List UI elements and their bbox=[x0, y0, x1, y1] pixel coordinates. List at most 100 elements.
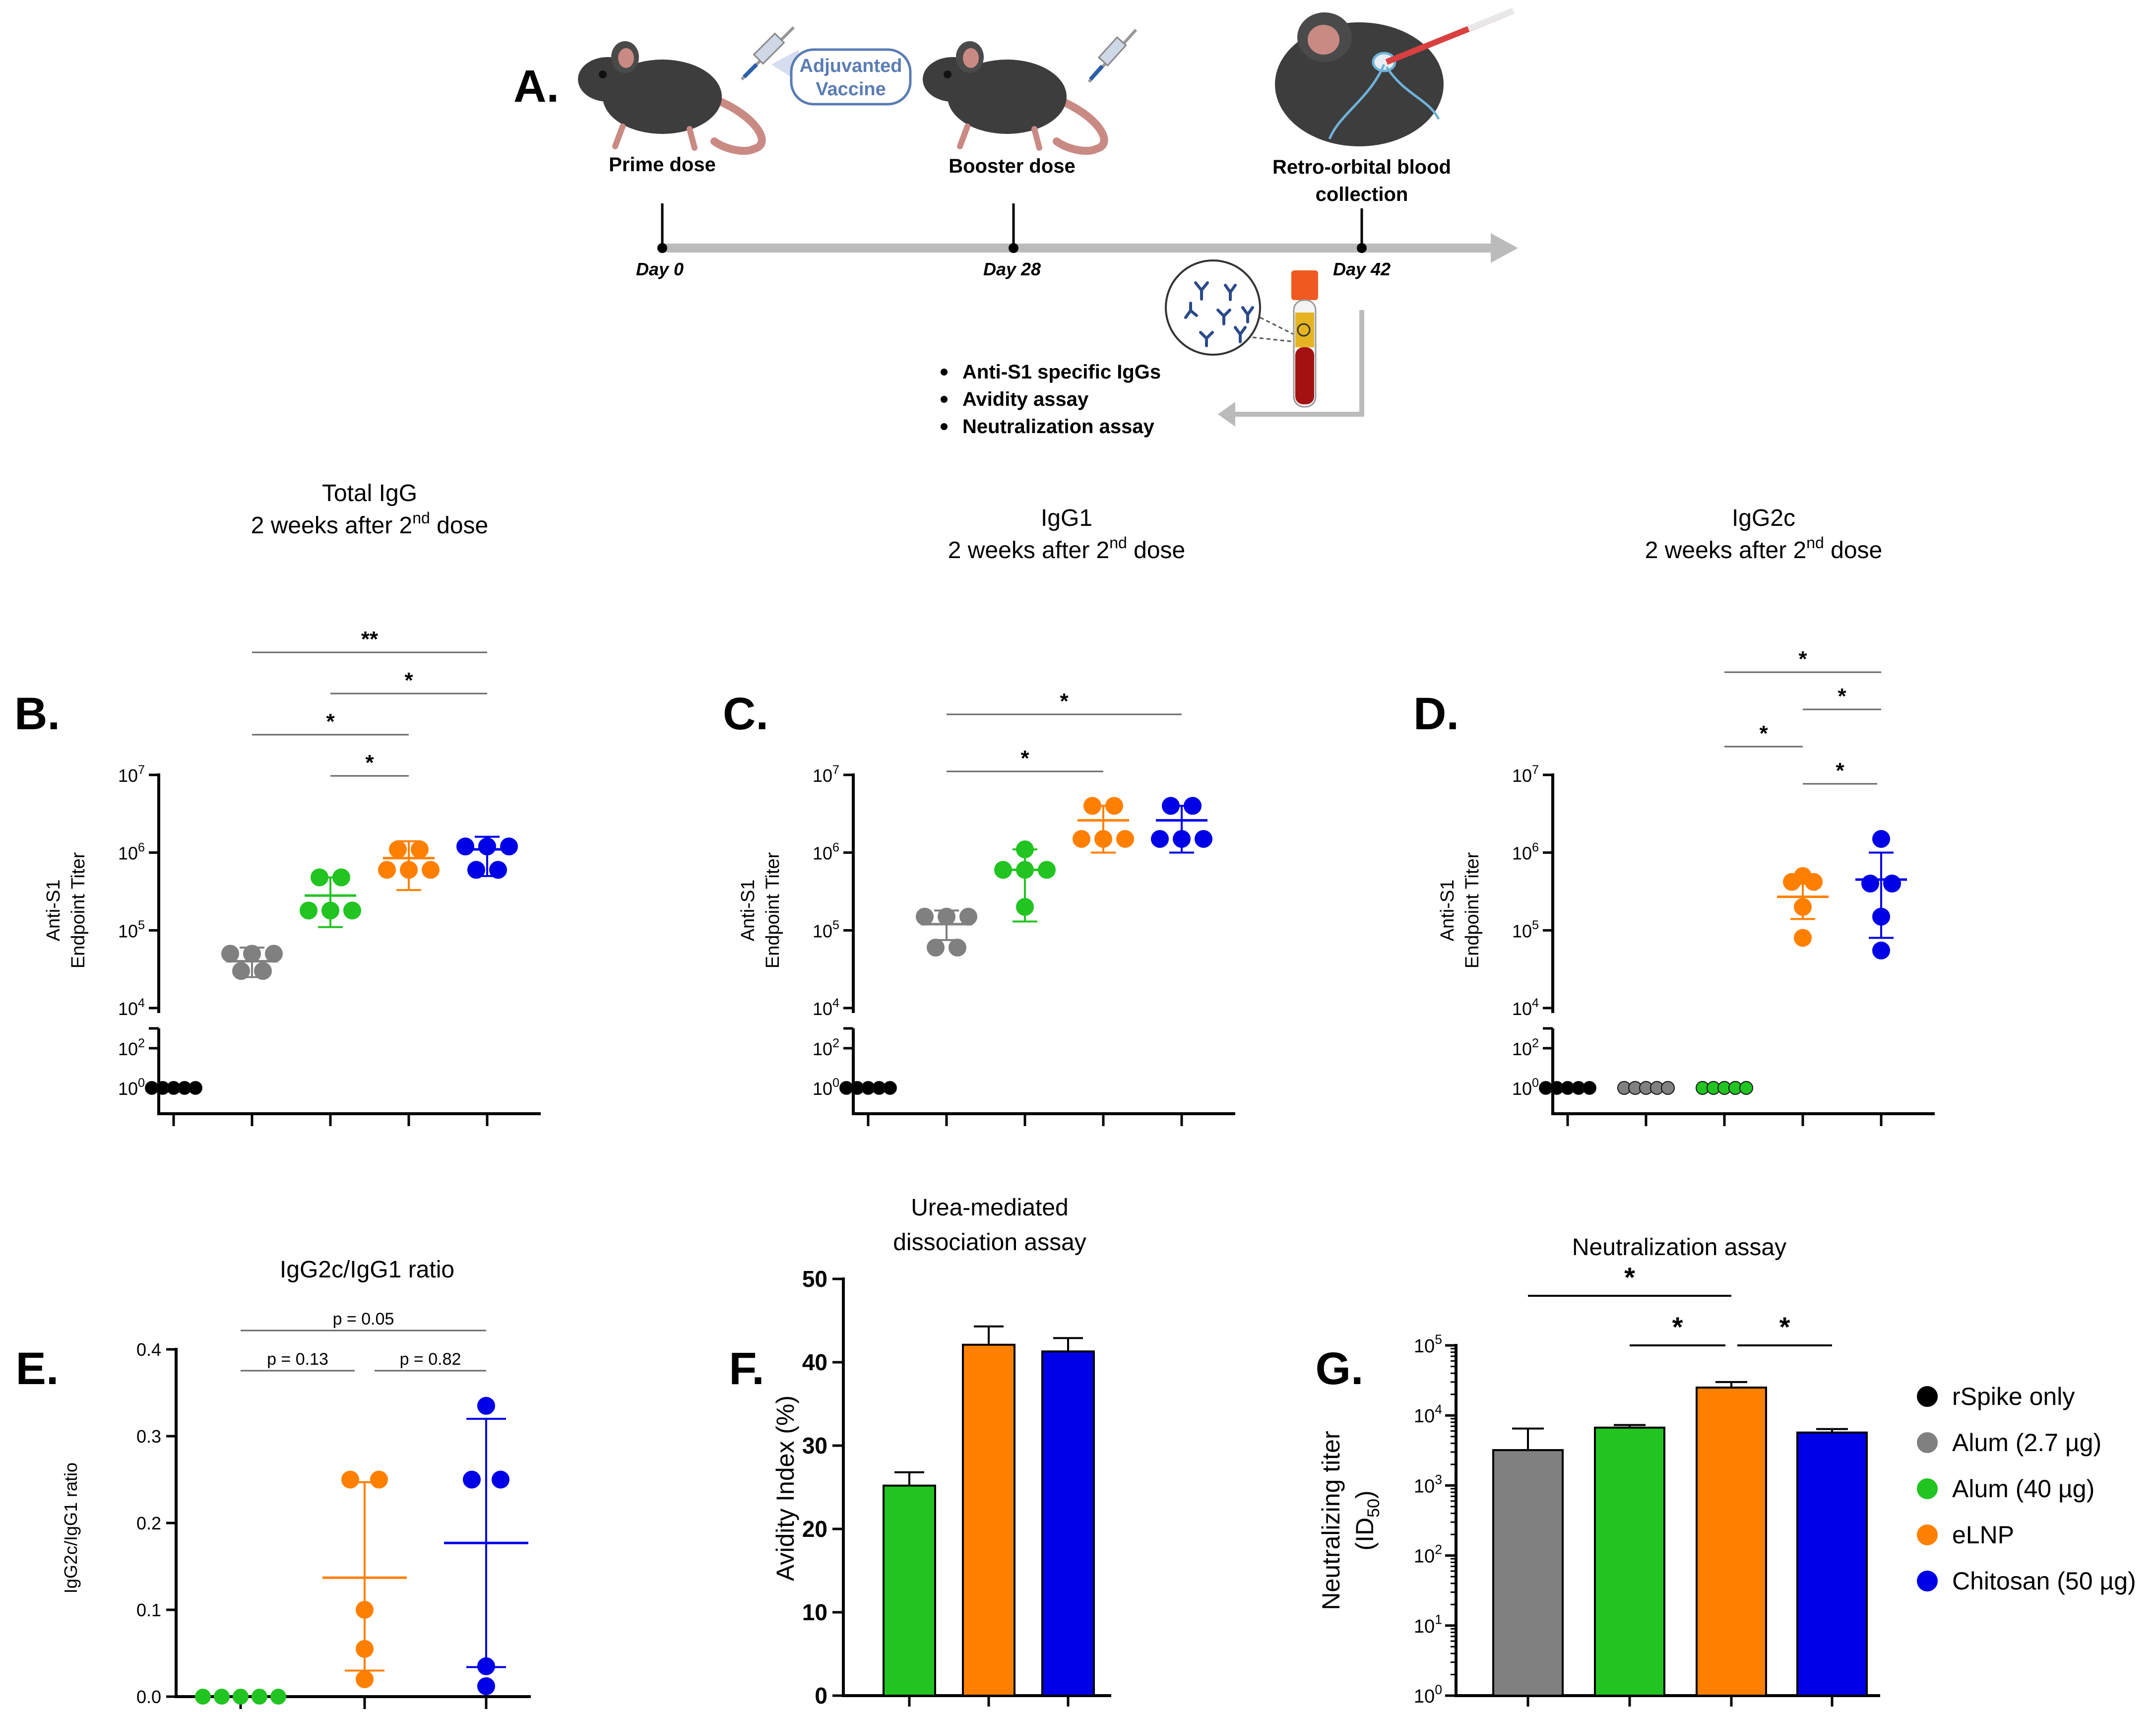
y-tick-label-exp: 0 bbox=[138, 1076, 145, 1090]
timeline-marker bbox=[657, 243, 667, 253]
legend-marker bbox=[1917, 1524, 1938, 1545]
chart-title: IgG1 bbox=[1041, 505, 1092, 531]
significance-bar-label: * bbox=[1759, 721, 1768, 746]
y-tick-label-exp: 4 bbox=[832, 996, 839, 1010]
y-tick-label-base: 10 bbox=[1512, 1078, 1532, 1099]
data-point bbox=[1583, 1081, 1596, 1095]
significance-bar-label: * bbox=[1779, 1311, 1790, 1342]
data-point bbox=[1872, 907, 1890, 926]
legend-label: Alum (40 µg) bbox=[1952, 1475, 2094, 1503]
subtitle-part: nd bbox=[1806, 534, 1824, 552]
y-tick-label: 104 bbox=[118, 996, 145, 1019]
y-label-part: 50 bbox=[1364, 1499, 1383, 1518]
y-tick-label: 104 bbox=[1512, 996, 1539, 1019]
y-tick-label-exp: 7 bbox=[1532, 763, 1539, 777]
day-28-label: Day 28 bbox=[983, 259, 1041, 279]
significance-bar-label: p = 0.13 bbox=[267, 1350, 328, 1369]
chart-title: IgG2c bbox=[1732, 505, 1795, 531]
subtitle-part: nd bbox=[1109, 534, 1127, 552]
chart-subtitle: 2 weeks after 2nd dose bbox=[1645, 534, 1883, 564]
data-point bbox=[1083, 797, 1101, 815]
y-tick-label: 106 bbox=[1512, 840, 1539, 863]
bar bbox=[1796, 1431, 1868, 1697]
data-point bbox=[341, 1470, 359, 1489]
panel-g-neutralization: G. Neutralization assay Neutralizing titer… bbox=[1315, 1234, 1880, 1707]
y-tick-label-base: 10 bbox=[118, 765, 138, 786]
mouse-retro-orbital-illustration bbox=[1275, 8, 1515, 146]
significance-bar-label: * bbox=[1798, 647, 1807, 671]
panel-d-igg2c: D. IgG2c 2 weeks after 2nd dose Anti-S1 Endp… bbox=[1413, 505, 1935, 1126]
chart-title: dissociation assay bbox=[893, 1229, 1086, 1256]
y-tick-label: 0.3 bbox=[136, 1426, 161, 1447]
significance-bar-label: * bbox=[404, 668, 413, 693]
bullet-avidity: Avidity assay bbox=[962, 388, 1089, 410]
chart-title: Total IgG bbox=[322, 480, 417, 507]
y-tick-label: 0.1 bbox=[136, 1600, 161, 1620]
y-tick-label-exp: 0 bbox=[1435, 1682, 1442, 1697]
data-point bbox=[370, 1470, 388, 1489]
booster-dose-label: Booster dose bbox=[949, 155, 1076, 177]
data-point bbox=[254, 962, 272, 980]
y-axis-label: Avidity Index (%) bbox=[771, 1395, 799, 1581]
data-point bbox=[1073, 830, 1090, 848]
data-point bbox=[927, 939, 945, 957]
y-tick-label-base: 10 bbox=[1414, 1476, 1435, 1497]
y-tick-label: 105 bbox=[813, 918, 839, 941]
data-point bbox=[500, 837, 518, 856]
chart-title: IgG2c/IgG1 ratio bbox=[280, 1257, 454, 1283]
data-point bbox=[938, 907, 955, 926]
prime-dose-label: Prime dose bbox=[609, 154, 716, 176]
data-point bbox=[1016, 861, 1034, 879]
data-point bbox=[492, 1470, 509, 1489]
bar bbox=[883, 1484, 936, 1697]
y-tick-label: 106 bbox=[813, 840, 839, 863]
data-point bbox=[343, 901, 361, 920]
bar bbox=[1696, 1387, 1767, 1697]
y-axis-label: Endpoint Titer bbox=[1462, 852, 1483, 968]
retro-label-line-2: collection bbox=[1316, 184, 1408, 205]
significance-bar-label: * bbox=[1060, 689, 1069, 713]
data-point bbox=[456, 837, 474, 856]
legend-label: eLNP bbox=[1952, 1521, 2014, 1549]
y-tick-label: 101 bbox=[1414, 1612, 1442, 1637]
bubble-line-1: Adjuvanted bbox=[800, 56, 902, 76]
subtitle-part: nd bbox=[412, 509, 430, 527]
timeline-arrowhead bbox=[1491, 233, 1518, 263]
data-point bbox=[1872, 830, 1890, 848]
data-point bbox=[270, 1689, 286, 1705]
y-tick-label-exp: 4 bbox=[1532, 996, 1539, 1010]
y-tick-label-base: 10 bbox=[118, 999, 138, 1019]
y-tick-label: 105 bbox=[1512, 918, 1539, 941]
y-tick-label-base: 10 bbox=[118, 1039, 138, 1059]
y-tick-label: 0.2 bbox=[136, 1513, 161, 1533]
data-point bbox=[478, 837, 496, 856]
data-point bbox=[232, 962, 250, 980]
y-tick-label: 10 bbox=[802, 1599, 827, 1625]
y-tick-label-exp: 7 bbox=[138, 763, 145, 777]
data-point bbox=[378, 861, 396, 879]
panel-e-ratio: E. IgG2c/IgG1 ratio IgG2c/IgG1 ratio 0.0 0.1… bbox=[16, 1257, 531, 1709]
y-tick-label-exp: 5 bbox=[1532, 918, 1539, 932]
data-point bbox=[1094, 830, 1112, 848]
retro-label-line-1: Retro-orbital blood bbox=[1272, 156, 1451, 178]
data-point bbox=[311, 868, 328, 887]
data-point bbox=[1861, 875, 1879, 893]
y-tick-label-exp: 7 bbox=[832, 763, 839, 777]
y-tick-label-base: 10 bbox=[1512, 765, 1532, 786]
data-point bbox=[356, 1601, 374, 1619]
subtitle-part: 2 weeks after 2 bbox=[1645, 537, 1807, 564]
bullet-anti-s1: Anti-S1 specific IgGs bbox=[962, 361, 1161, 383]
y-axis-label: IgG2c/IgG1 ratio bbox=[61, 1462, 81, 1593]
panel-letter: F. bbox=[729, 1343, 764, 1394]
data-point bbox=[1016, 898, 1034, 916]
y-tick-label: 102 bbox=[813, 1036, 839, 1059]
data-point bbox=[1872, 942, 1890, 960]
y-axis-label: Anti-S1 bbox=[738, 880, 759, 942]
y-axis-label: Anti-S1 bbox=[1437, 880, 1458, 942]
panel-b-total-igg: B.Total IgG2 weeks after 2nd doseAnti-S1… bbox=[14, 480, 541, 1126]
adjuvanted-vaccine-bubble: Adjuvanted Vaccine bbox=[771, 48, 912, 106]
y-tick-label-exp: 5 bbox=[138, 918, 145, 932]
y-tick-label-exp: 6 bbox=[832, 840, 839, 854]
y-tick-label: 104 bbox=[813, 996, 839, 1019]
data-point bbox=[189, 1081, 202, 1095]
